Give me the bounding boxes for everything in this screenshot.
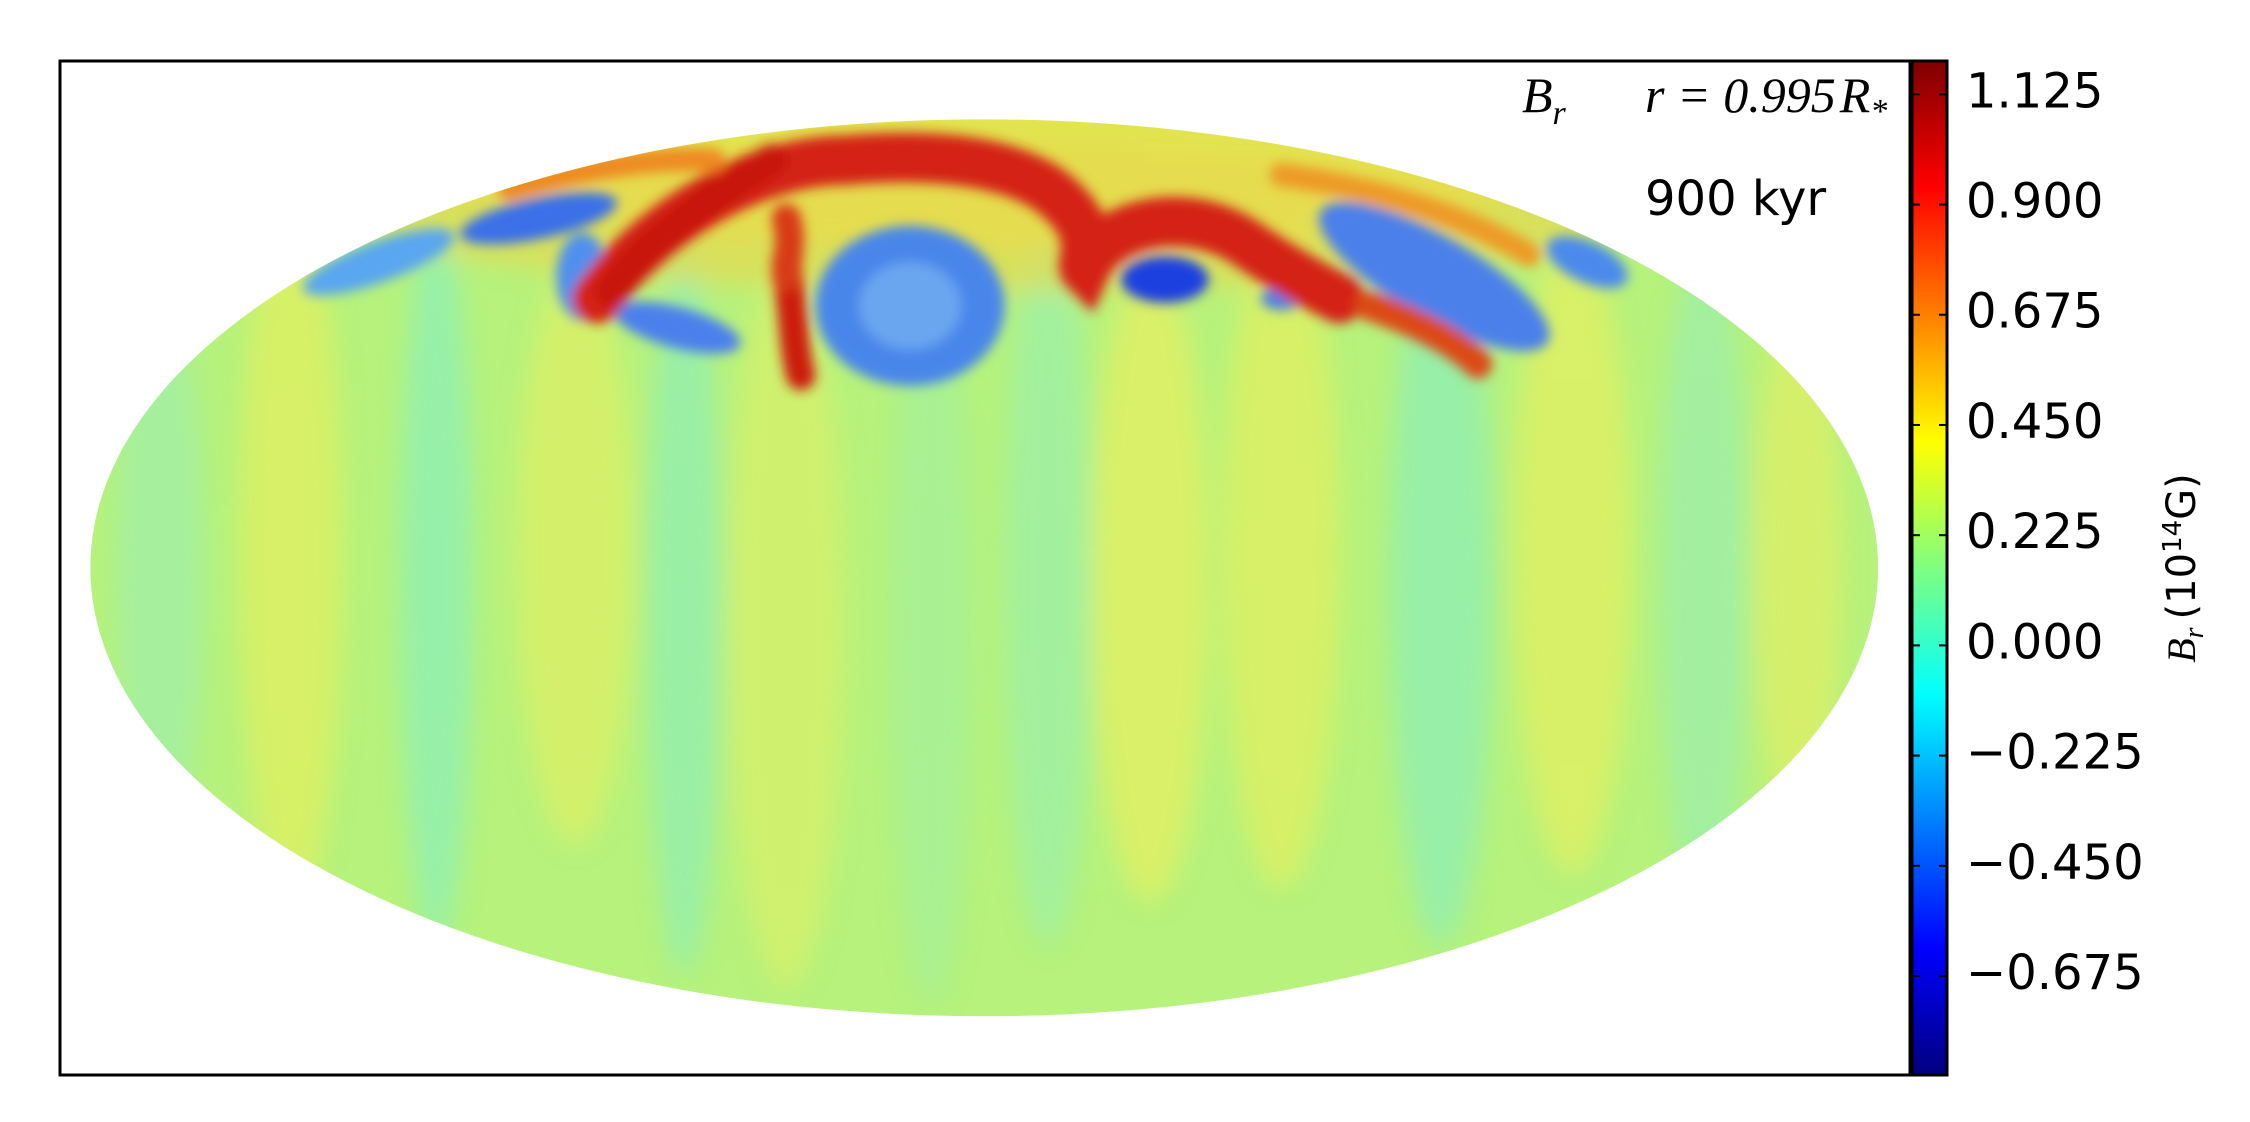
map	[90, 119, 1879, 1017]
unit: G)	[2159, 473, 2205, 520]
colorbar-label: Br (1014G)	[2158, 473, 2210, 663]
subscript: r	[2179, 627, 2210, 638]
colorbar-tick-label: 0.450	[1966, 394, 2103, 450]
symbol: B	[2159, 638, 2204, 662]
colorbar-tick-label: 0.900	[1966, 174, 2103, 230]
colorbar	[1910, 59, 1949, 1077]
colorbar-label-group: Br (1014G)	[2158, 473, 2210, 663]
exponent: 14	[2158, 520, 2188, 553]
radius-annotation: r = 0.995R*	[1645, 67, 1887, 130]
subscript: r	[1553, 95, 1567, 132]
radius-text: r = 0.995	[1645, 67, 1836, 123]
subscript: *	[1870, 93, 1887, 130]
colorbar-tick-label: 0.675	[1966, 284, 2103, 340]
symbol: R	[1839, 67, 1871, 123]
colorbar-tick-label: 0.225	[1966, 504, 2103, 560]
field-annotation: Br	[1522, 67, 1567, 132]
colorbar-tick-label: −0.225	[1966, 725, 2144, 781]
colorbar-tick-label: 0.000	[1966, 614, 2103, 670]
colorbar-tick-label: −0.675	[1966, 945, 2144, 1001]
time-annotation: 900 kyr	[1645, 171, 1826, 227]
colorbar-tick-label: −0.450	[1966, 835, 2144, 891]
colorbar-tick-label: 1.125	[1966, 63, 2103, 119]
symbol: B	[1522, 67, 1553, 123]
unit: (10	[2159, 553, 2205, 620]
